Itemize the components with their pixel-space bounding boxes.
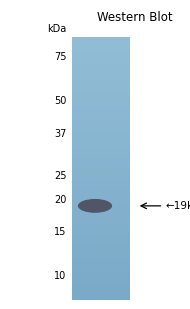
Text: Western Blot: Western Blot <box>97 11 173 24</box>
Text: 50: 50 <box>54 96 66 106</box>
Text: kDa: kDa <box>47 24 66 34</box>
Ellipse shape <box>78 199 112 213</box>
Text: 37: 37 <box>54 129 66 138</box>
Text: 75: 75 <box>54 52 66 62</box>
Text: 25: 25 <box>54 171 66 181</box>
Text: 15: 15 <box>54 226 66 236</box>
Text: ←19kDa: ←19kDa <box>165 201 190 211</box>
Text: 20: 20 <box>54 195 66 205</box>
Text: 10: 10 <box>54 270 66 281</box>
